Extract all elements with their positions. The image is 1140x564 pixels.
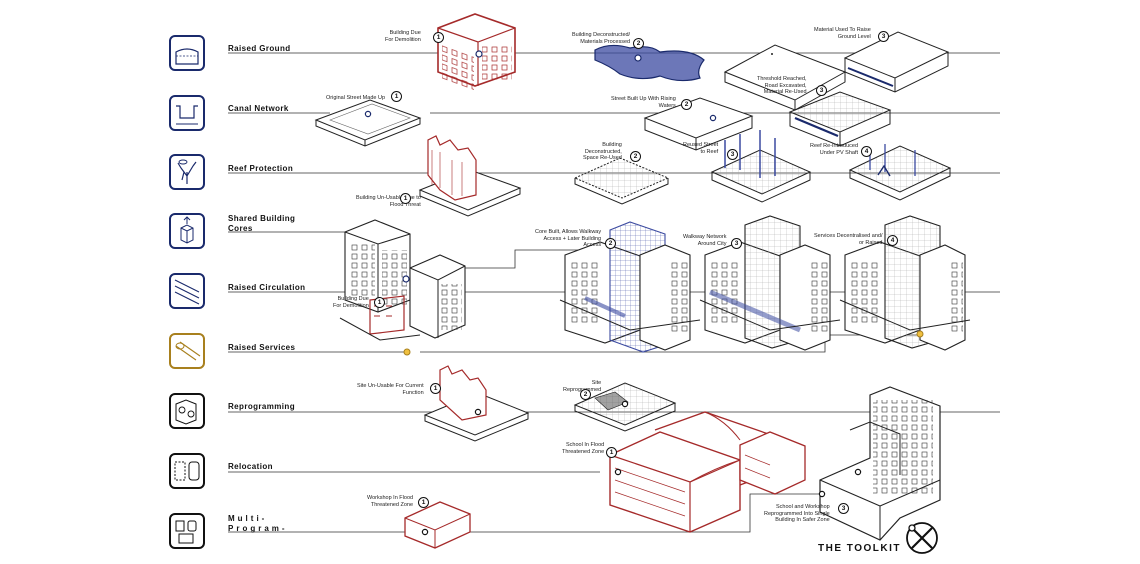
step-number: 3 [731,238,742,249]
row-shared-core-buildings [339,215,971,356]
annotation: Building Deconstructed/ Materials Proces… [572,32,631,45]
step-number: 1 [430,383,441,394]
multi-program-icon [169,513,205,549]
step-number: 2 [580,389,591,400]
services-building-group [839,215,971,351]
annotation: School In Flood Threatened Zone [562,442,605,455]
step-number: 1 [391,91,402,102]
step-number: 3 [816,85,827,96]
step-number: 2 [681,99,692,110]
step-number: 1 [374,297,385,308]
step-number: 4 [887,235,898,246]
annotation: Building Un-Usable Due to Flood Threat [356,195,421,208]
row-reprogramming [423,365,677,442]
canal-network-icon [169,95,205,131]
step-number: 3 [838,503,849,514]
step-number: 1 [433,32,444,43]
raised-circulation-icon [169,273,205,309]
walkway-building-group [699,215,841,351]
row-multi-program [404,501,471,549]
annotation: Building Due For Demolition [333,296,369,309]
label-raised-services: Raised Services [228,343,296,352]
step-number: 1 [606,447,617,458]
label-reprogramming: Reprogramming [228,402,295,411]
row-reef-protection [418,130,952,217]
annotation: Core Built, Allows Walkway Access + Late… [535,229,602,248]
annotation: Workshop In Flood Threatened Zone [367,495,414,508]
label-raised-ground: Raised Ground [228,44,291,53]
label-shared-building-cores: Shared Building Cores [228,214,296,233]
step-number: 3 [878,31,889,42]
step-number: 1 [418,497,429,508]
annotation: Original Street Made Up [326,95,385,101]
step-number: 4 [861,146,872,157]
reprogramming-icon [169,393,205,429]
row-canal-network [314,91,892,151]
annotation: Reused Street to Reef [683,142,719,155]
annotation: School and Workshop Reprogrammed Into Si… [764,504,830,523]
row-relocation [609,386,941,541]
step-number: 2 [630,151,641,162]
annotation: Building Deconstructed, Space Re-Used [583,142,622,161]
relocation-icon [169,453,205,489]
toolkit-title: THE TOOLKIT [818,543,901,554]
step-number: 1 [400,193,411,204]
annotation: Material Used To Raise Ground Level [814,27,871,40]
annotation: Services Decentralised and/ or Raised [814,233,883,246]
annotation: Reef Re-Introduced Under PV Shaft [810,143,858,156]
label-multi-program: Multi- Program- [228,514,288,533]
label-reef-protection: Reef Protection [228,164,294,173]
label-canal-network: Canal Network [228,104,289,113]
annotation: Street Built Up With Rising Waters [611,96,676,109]
label-raised-circulation: Raised Circulation [228,283,306,292]
raised-services-icon [169,333,205,369]
strategy-icons [169,35,205,549]
raised-ground-icon [169,35,205,71]
core-building-group [559,221,701,353]
toolkit-wrench-icon [906,522,938,554]
annotation: Walkway Network Around City [683,234,727,247]
row-raised-ground [437,13,950,111]
shared-core-icon [169,213,205,249]
demolition-building-drawing [437,13,516,93]
annotation: Threshold Reached, Road Excavated, Mater… [757,76,807,95]
reef-protection-icon [169,154,205,190]
step-number: 2 [605,238,616,249]
step-number: 2 [633,38,644,49]
label-relocation: Relocation [228,462,273,471]
annotation: Building Due For Demolition [385,30,421,43]
step-number: 3 [727,149,738,160]
materials-pile-drawing [594,44,705,82]
annotation: Site Un-Usable For Current Function [357,383,424,396]
raised-slab-drawing [843,31,950,93]
